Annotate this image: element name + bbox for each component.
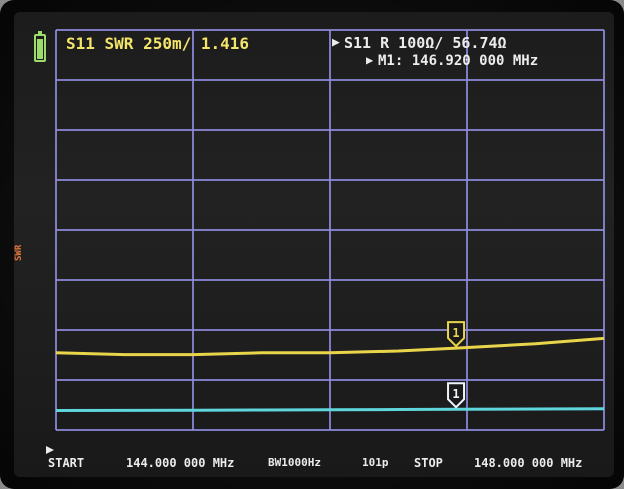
points-label[interactable]: 101p [362, 456, 389, 469]
start-label[interactable]: START [48, 456, 85, 470]
marker-1-resistance[interactable]: 1 [447, 382, 466, 409]
side-scale-label: SWR [14, 244, 24, 262]
trace2-label[interactable]: S11 R 100Ω/ 56.74Ω [344, 34, 507, 52]
svg-text:1: 1 [452, 387, 459, 401]
trace2-arrow: ▶ [332, 35, 340, 50]
stop-label[interactable]: STOP [414, 456, 443, 470]
trace1-label[interactable]: S11 SWR 250m/ 1.416 [66, 34, 250, 53]
stop-value[interactable]: 148.000 000 MHz [474, 456, 583, 470]
marker-readout[interactable]: M1: 146.920 000 MHz [378, 53, 539, 69]
battery-icon [34, 31, 46, 62]
start-marker-icon [46, 446, 54, 454]
marker-arrow: ▶ [366, 53, 374, 67]
svg-text:1: 1 [452, 326, 459, 340]
plot-area: 11 [46, 29, 605, 454]
swr-trace-line [55, 336, 605, 357]
start-value[interactable]: 144.000 000 MHz [126, 456, 235, 470]
marker-1-swr[interactable]: 1 [447, 321, 466, 348]
resistance-trace-line [55, 407, 605, 412]
bandwidth-label[interactable]: BW1000Hz [268, 456, 321, 469]
